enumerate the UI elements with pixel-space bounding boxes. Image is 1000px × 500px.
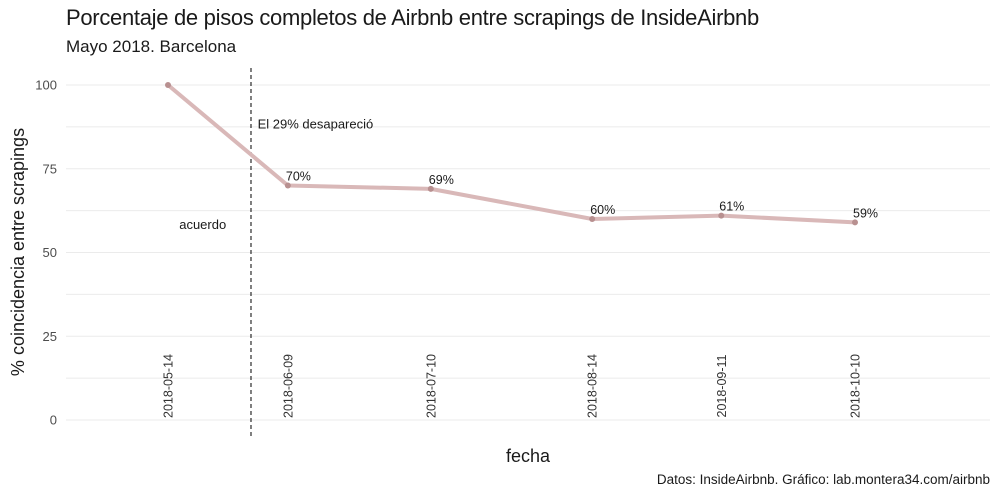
series-line: [166, 83, 857, 225]
data-label: 70%: [286, 170, 311, 184]
x-axis-ticks: 2018-05-14 2018-06-09 2018-07-10 2018-08-14…: [162, 354, 863, 418]
x-tick-label: 2018-05-14: [162, 354, 176, 418]
y-tick-label: 100: [35, 78, 57, 93]
chart-title: Porcentaje de pisos completos de Airbnb …: [66, 5, 759, 30]
x-tick-label: 2018-07-10: [424, 354, 438, 418]
grid-lines: [66, 84, 990, 421]
data-point: [589, 216, 596, 222]
data-points: [165, 82, 858, 226]
x-axis-title: fecha: [506, 446, 551, 466]
y-tick-label: 50: [43, 245, 57, 260]
x-tick-label: 2018-06-09: [281, 354, 295, 418]
y-axis-title: % coincidencia entre scrapings: [8, 128, 28, 376]
chart-subtitle: Mayo 2018. Barcelona: [66, 37, 237, 56]
data-point: [427, 185, 434, 192]
y-axis-ticks: 0 25 50 75 100: [35, 78, 57, 428]
data-label: 59%: [853, 206, 878, 220]
data-point: [284, 182, 291, 189]
x-tick-label: 2018-08-14: [586, 354, 600, 418]
data-labels: 70% 69% 60% 61% 59%: [286, 170, 878, 221]
y-tick-label: 25: [43, 329, 57, 344]
data-point: [165, 82, 171, 88]
data-label: 61%: [719, 200, 744, 214]
y-tick-label: 0: [50, 413, 57, 428]
y-tick-label: 75: [43, 161, 57, 176]
chart-caption: Datos: InsideAirbnb. Gráfico: lab.monter…: [656, 472, 990, 487]
data-point: [718, 212, 725, 219]
x-tick-label: 2018-09-11: [715, 354, 729, 417]
x-tick-label: 2018-10-10: [849, 354, 863, 418]
annotations: El 29% desapareció acuerdo: [179, 117, 373, 233]
data-point: [852, 219, 858, 226]
data-label: 60%: [590, 203, 615, 217]
annotation-text: acuerdo: [179, 217, 226, 232]
data-label: 69%: [429, 173, 454, 187]
annotation-text: El 29% desapareció: [258, 117, 374, 132]
